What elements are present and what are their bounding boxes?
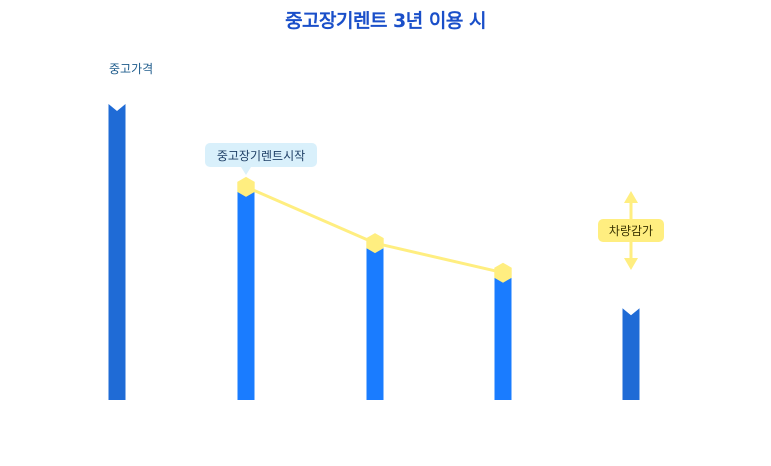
line-marker-3 [494,262,512,283]
annotation-used-price: 중고가격 [109,62,153,76]
callout-rent-start-text: 중고장기렌트시작 [217,149,305,163]
bar-1 [108,104,126,400]
bar-3 [366,243,384,400]
chart-title: 중고장기렌트 3년 이용 시 [285,10,486,32]
arrow-up-icon [624,191,638,203]
depreciation-badge-text: 차량감가 [609,224,653,238]
callout-bubble [205,143,317,167]
callout-pointer [241,167,251,175]
line-layer [237,176,512,283]
bar-4 [494,272,512,400]
arrow-down-icon [624,258,638,270]
bars-layer [108,104,640,400]
depreciation-indicator: 차량감가 [598,191,664,270]
line-marker-1 [237,176,255,197]
depreciation-badge [598,219,664,242]
bar-5 [622,308,640,400]
line-marker-2 [366,233,384,254]
bar-2 [237,186,255,400]
callout-rent-start: 중고장기렌트시작 [205,143,317,175]
